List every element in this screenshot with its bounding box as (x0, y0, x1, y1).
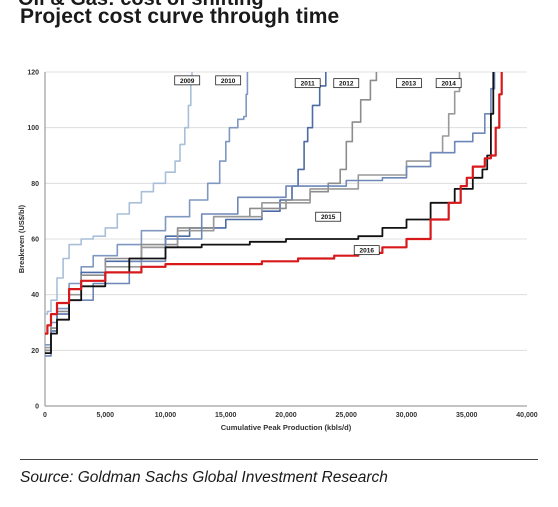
series-label-box (294, 78, 321, 89)
axes: 0 20 40 60 80 100 120 0 5,000 10,000 15,000 20,000 2… (27, 70, 537, 420)
x-tick-label: 25,000 (336, 412, 358, 419)
series-lines (45, 72, 503, 357)
x-tick-label: 20,000 (275, 412, 297, 419)
series-label-text: 2010 (221, 78, 236, 85)
series-label-text: 2015 (321, 214, 336, 221)
series-label-2010: 2010 (215, 75, 242, 86)
series-label-box (315, 211, 342, 222)
y-tick-label: 0 (35, 404, 39, 411)
series-label-2012: 2012 (333, 78, 360, 89)
x-axis-label: Cumulative Peak Production (kbls/d) (221, 423, 352, 432)
series-label-2009: 2009 (174, 75, 201, 86)
x-tick-label: 0 (43, 412, 47, 419)
x-tick-label: 30,000 (396, 412, 418, 419)
series-label-text: 2009 (180, 78, 195, 85)
y-tick-label: 20 (31, 348, 39, 355)
series-label-box (353, 245, 380, 256)
series-label-2016: 2016 (353, 245, 380, 256)
cost-curve-chart: 0 20 40 60 80 100 120 0 5,000 10,000 15,000 20,000 2… (17, 70, 538, 433)
series-label-box (435, 78, 462, 89)
x-tick-label: 35,000 (456, 412, 478, 419)
x-tick-label: 15,000 (215, 412, 237, 419)
y-tick-label: 100 (27, 125, 39, 132)
x-tick-label: 5,000 (96, 412, 114, 419)
series-line-2010 (45, 72, 249, 346)
series-line-2012 (45, 72, 378, 352)
y-tick-label: 40 (31, 292, 39, 299)
series-line-2015 (45, 72, 495, 354)
series-label-2013: 2013 (396, 78, 422, 89)
series-label-2014: 2014 (435, 78, 462, 89)
cut-off-heading: Oil & Gas: cost of shifting (18, 0, 438, 12)
y-axis-label: Breakeven (US$/bl) (17, 204, 26, 273)
series-label-text: 2011 (301, 81, 315, 88)
series-label-box (333, 78, 360, 89)
series-labels: 2009 2010 2011 2012 2013 2014 2015 2016 (174, 75, 462, 256)
series-label-box (396, 78, 422, 89)
series-label-box (215, 75, 242, 86)
page-title: Project cost curve through time (20, 5, 340, 28)
series-label-text: 2016 (360, 248, 375, 255)
series-line-2016 (45, 72, 503, 335)
series-line-2011 (45, 72, 327, 352)
y-tick-label: 120 (27, 70, 39, 77)
series-label-text: 2013 (402, 81, 417, 88)
y-tick-label: 80 (31, 181, 39, 188)
grid-lines (45, 71, 527, 351)
x-tick-label: 40,000 (516, 412, 538, 419)
series-label-2011: 2011 (294, 78, 321, 89)
series-line-2009 (45, 72, 193, 315)
series-label-2015: 2015 (315, 211, 342, 222)
series-label-text: 2014 (441, 81, 456, 88)
x-tick-label: 10,000 (155, 412, 177, 419)
footer-divider (20, 459, 538, 460)
series-line-2013 (45, 72, 461, 349)
series-line-2014 (45, 72, 496, 357)
series-label-text: 2012 (339, 81, 354, 88)
y-tick-label: 60 (31, 237, 39, 244)
source-note: Source: Goldman Sachs Global Investment … (20, 469, 388, 486)
series-label-box (174, 75, 201, 86)
